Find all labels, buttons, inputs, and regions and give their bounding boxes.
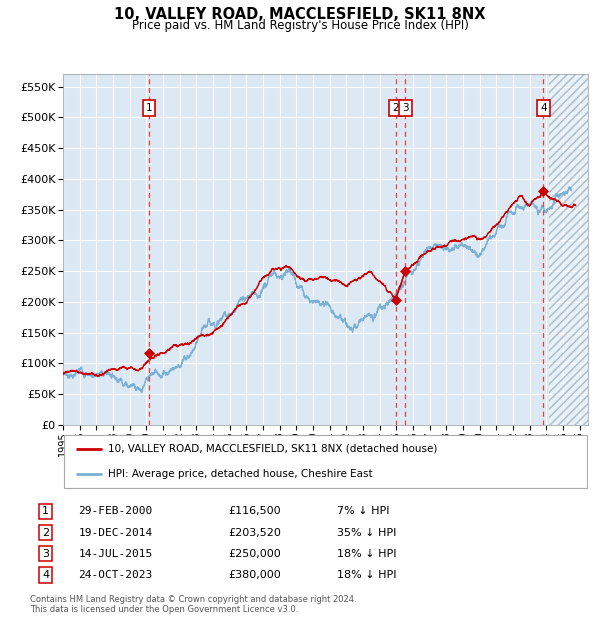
Text: 10, VALLEY ROAD, MACCLESFIELD, SK11 8NX: 10, VALLEY ROAD, MACCLESFIELD, SK11 8NX	[114, 7, 486, 22]
Text: Contains HM Land Registry data © Crown copyright and database right 2024.: Contains HM Land Registry data © Crown c…	[30, 595, 356, 604]
Text: £250,000: £250,000	[229, 549, 281, 559]
Text: 10, VALLEY ROAD, MACCLESFIELD, SK11 8NX (detached house): 10, VALLEY ROAD, MACCLESFIELD, SK11 8NX …	[107, 444, 437, 454]
Text: 7% ↓ HPI: 7% ↓ HPI	[337, 507, 389, 516]
Text: 4: 4	[540, 103, 547, 113]
Text: 2: 2	[42, 528, 49, 538]
Text: 1: 1	[146, 103, 152, 113]
Text: HPI: Average price, detached house, Cheshire East: HPI: Average price, detached house, Ches…	[107, 469, 372, 479]
Text: £380,000: £380,000	[229, 570, 281, 580]
Bar	[549, 74, 588, 425]
Text: 18% ↓ HPI: 18% ↓ HPI	[337, 570, 397, 580]
Text: 2: 2	[392, 103, 399, 113]
FancyBboxPatch shape	[64, 435, 587, 487]
Text: 3: 3	[42, 549, 49, 559]
Text: 18% ↓ HPI: 18% ↓ HPI	[337, 549, 397, 559]
Text: 14-JUL-2015: 14-JUL-2015	[79, 549, 153, 559]
Text: 1: 1	[42, 507, 49, 516]
Text: 3: 3	[402, 103, 409, 113]
Text: 29-FEB-2000: 29-FEB-2000	[79, 507, 153, 516]
Text: 24-OCT-2023: 24-OCT-2023	[79, 570, 153, 580]
Text: Price paid vs. HM Land Registry's House Price Index (HPI): Price paid vs. HM Land Registry's House …	[131, 19, 469, 32]
Bar	[549, 74, 588, 425]
Text: £116,500: £116,500	[229, 507, 281, 516]
Text: 19-DEC-2014: 19-DEC-2014	[79, 528, 153, 538]
Text: This data is licensed under the Open Government Licence v3.0.: This data is licensed under the Open Gov…	[30, 604, 298, 614]
Text: 4: 4	[42, 570, 49, 580]
Text: £203,520: £203,520	[228, 528, 281, 538]
Text: 35% ↓ HPI: 35% ↓ HPI	[337, 528, 396, 538]
